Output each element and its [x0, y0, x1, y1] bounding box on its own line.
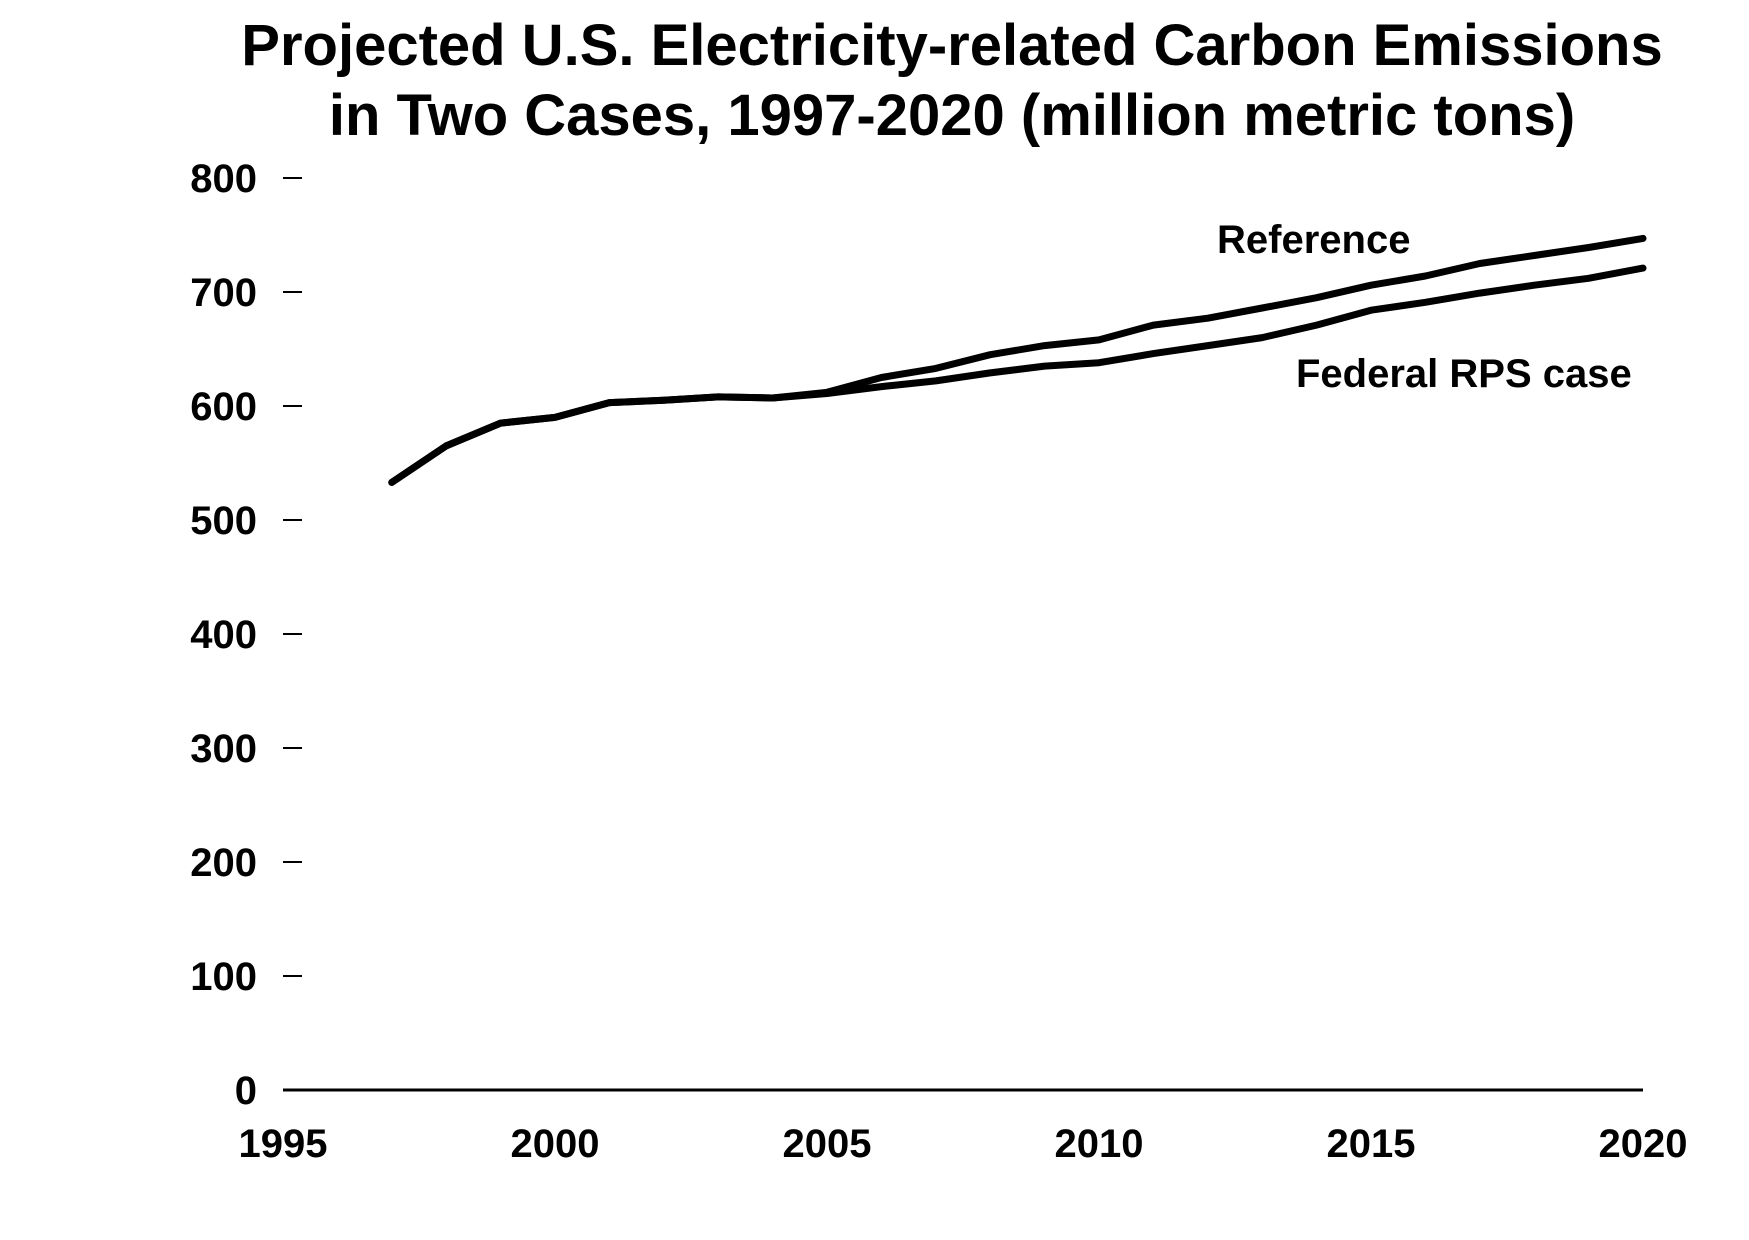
y-tick-label: 400 [190, 613, 257, 657]
y-tick-label: 700 [190, 271, 257, 315]
chart-title-line-1: Projected U.S. Electricity-related Carbo… [241, 13, 1662, 78]
y-tick-label: 300 [190, 727, 257, 771]
y-tick-label: 800 [190, 157, 257, 201]
y-tick-label: 100 [190, 955, 257, 999]
y-tick-label: 0 [235, 1069, 257, 1113]
series-lines [388, 234, 1647, 486]
y-tick-label: 200 [190, 841, 257, 885]
x-tick-label: 2015 [1327, 1122, 1416, 1166]
series-label-federal-rps: Federal RPS case [1296, 352, 1632, 396]
y-axis: 0 100 200 300 400 500 600 700 800 [190, 157, 302, 1113]
chart-title-line-2: in Two Cases, 1997-2020 (million metric … [329, 83, 1575, 148]
x-tick-label: 2000 [511, 1122, 600, 1166]
x-tick-label: 2020 [1599, 1122, 1688, 1166]
x-axis: 1995 2000 2005 2010 2015 2020 [239, 1122, 1688, 1166]
y-tick-label: 600 [190, 385, 257, 429]
x-tick-label: 1995 [239, 1122, 328, 1166]
series-label-reference: Reference [1217, 218, 1410, 262]
x-tick-label: 2005 [783, 1122, 872, 1166]
y-tick-label: 500 [190, 499, 257, 543]
series-line-federal-rps [388, 264, 1647, 486]
x-tick-label: 2010 [1055, 1122, 1144, 1166]
